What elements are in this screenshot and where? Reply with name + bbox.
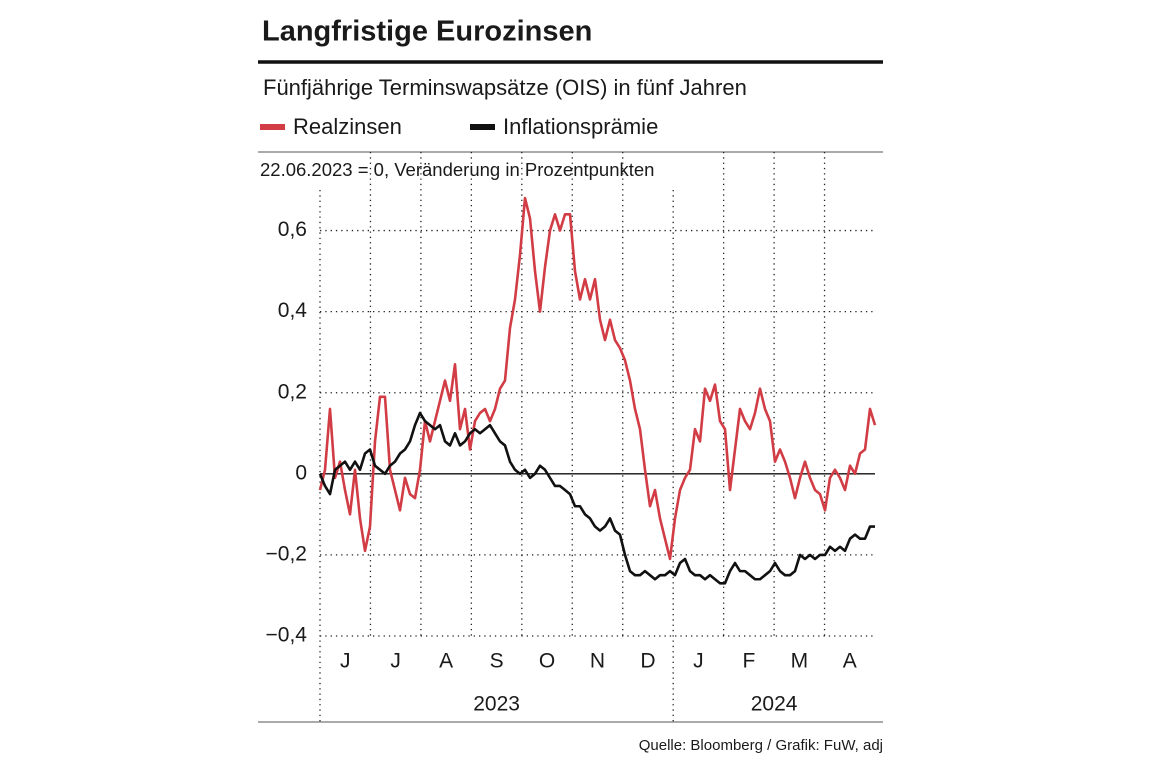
x-tick-label: D bbox=[640, 650, 655, 673]
y-tick-label: −0,2 bbox=[266, 542, 307, 565]
y-tick-label: −0,4 bbox=[266, 624, 308, 647]
x-tick-label: S bbox=[490, 650, 504, 673]
y-tick-label: 0 bbox=[295, 461, 307, 484]
x-tick-label: F bbox=[742, 650, 755, 673]
x-tick-label: A bbox=[843, 650, 857, 673]
x-tick-label: J bbox=[693, 650, 704, 673]
legend-label: Realzinsen bbox=[293, 114, 402, 139]
x-tick-label: M bbox=[791, 650, 809, 673]
legend-label: Inflationsprämie bbox=[503, 114, 658, 139]
x-tick-label: A bbox=[439, 650, 453, 673]
y-tick-label: 0,2 bbox=[278, 380, 307, 403]
source-note: Quelle: Bloomberg / Grafik: FuW, adj bbox=[639, 737, 883, 754]
series-line bbox=[318, 196, 877, 561]
y-tick-label: 0,4 bbox=[278, 299, 308, 322]
series-line bbox=[318, 411, 875, 585]
x-tick-label: J bbox=[390, 650, 401, 673]
year-label: 2024 bbox=[751, 693, 798, 716]
y-tick-label: 0,6 bbox=[278, 218, 307, 241]
chart-subtitle: Fünfjährige Terminswapsätze (OIS) in fün… bbox=[263, 75, 747, 100]
year-label: 2023 bbox=[473, 693, 520, 716]
x-tick-label: J bbox=[340, 650, 351, 673]
chart-title: Langfristige Eurozinsen bbox=[262, 16, 592, 48]
x-tick-label: N bbox=[590, 650, 605, 673]
y-axis-label: 22.06.2023 = 0, Veränderung in Prozentpu… bbox=[260, 159, 654, 180]
x-tick-label: O bbox=[539, 650, 555, 673]
